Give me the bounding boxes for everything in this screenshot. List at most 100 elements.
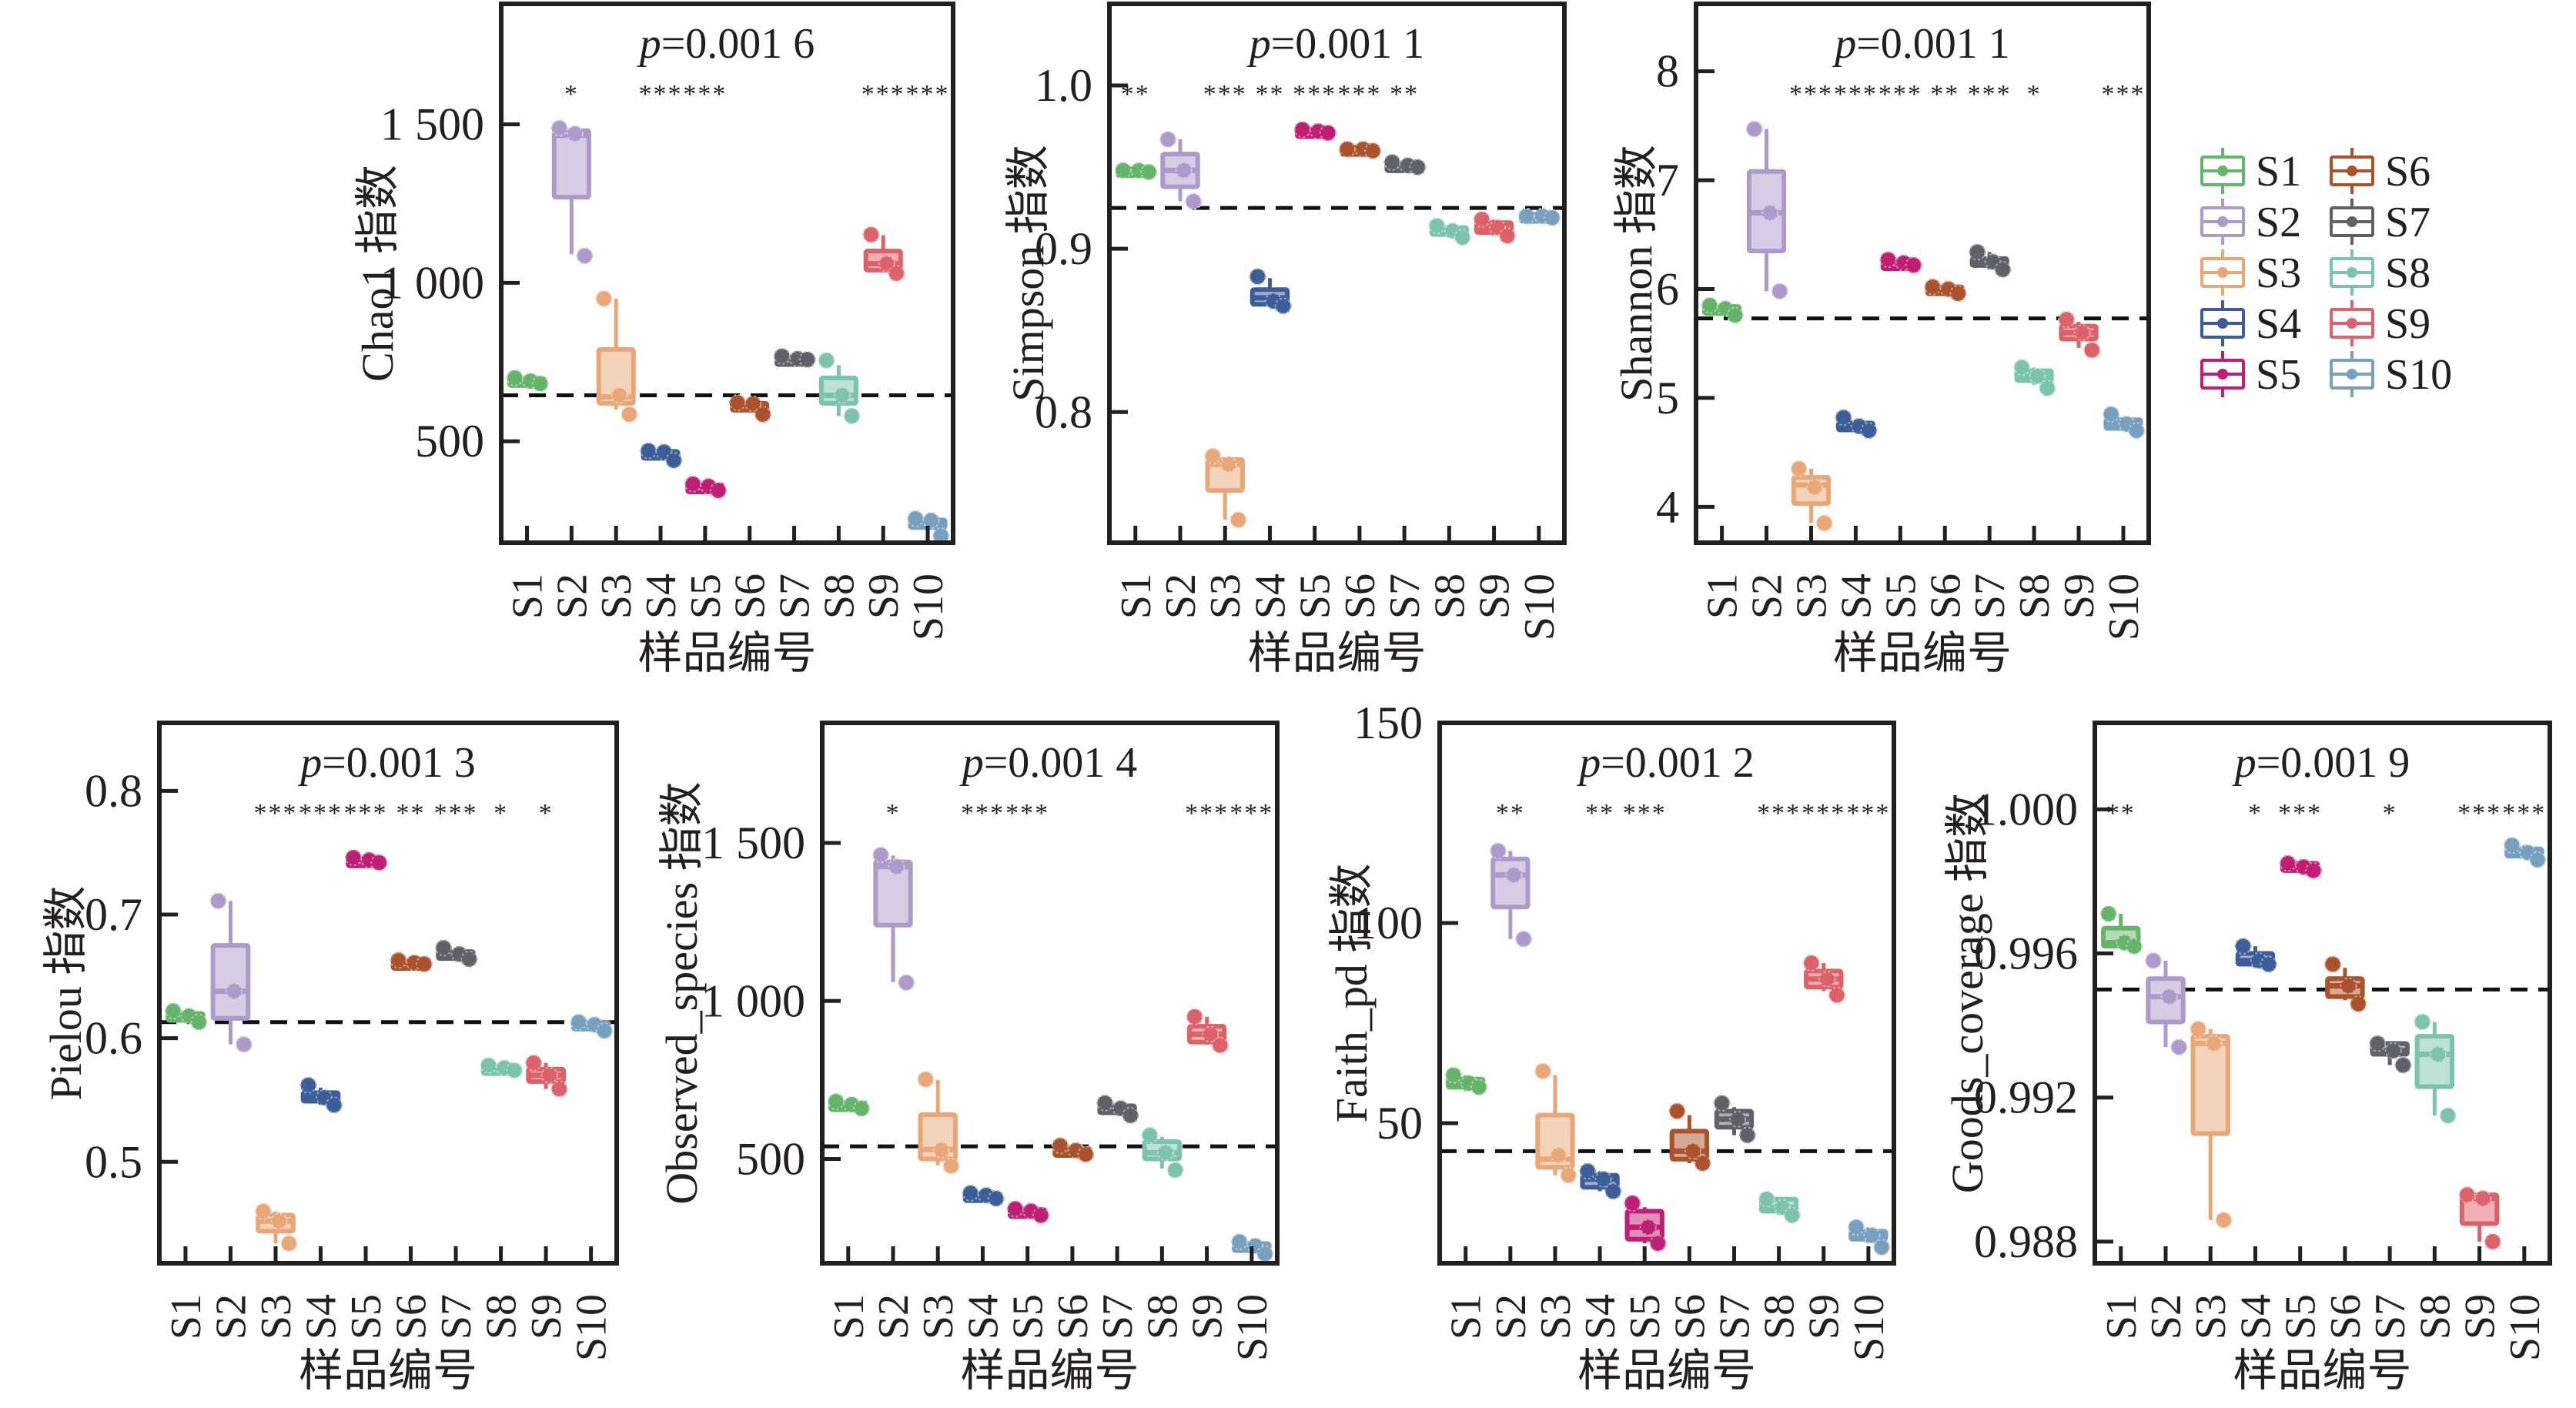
data-point: [1219, 456, 1237, 473]
significance-mark: *: [539, 799, 554, 828]
data-point: [164, 1002, 182, 1020]
box-S3: [2190, 1020, 2233, 1229]
box-S8: [1141, 1126, 1184, 1179]
p-value: =0.001 4: [984, 739, 1138, 787]
data-point: [1319, 124, 1337, 142]
data-point: [728, 394, 746, 411]
significance-mark: ***: [861, 80, 905, 109]
box-S9: [862, 226, 905, 282]
data-point: [922, 512, 940, 530]
data-point: [1141, 1126, 1159, 1144]
x-tick-label: S3: [1788, 574, 1835, 619]
box-S5: [2279, 854, 2322, 879]
x-tick-label: S10: [1516, 574, 1564, 640]
data-point: [2340, 977, 2357, 995]
data-point: [640, 442, 657, 460]
data-point: [1694, 1155, 1711, 1172]
box-iqr: [1490, 856, 1531, 910]
box-S6: [2324, 955, 2367, 1013]
significance-mark: ***: [1203, 80, 1247, 109]
significance-mark: ***: [906, 80, 950, 109]
data-point: [898, 974, 915, 992]
data-point: [255, 1202, 273, 1220]
significance-mark: ***: [1229, 799, 1273, 828]
box-S4: [640, 442, 683, 469]
data-point: [2384, 1042, 2402, 1059]
x-axis-title: 样品编号: [2233, 1346, 2411, 1396]
box-S2: [550, 119, 594, 265]
x-axis-title: 样品编号: [1247, 628, 1426, 678]
data-point: [621, 406, 638, 423]
data-point: [1815, 514, 1833, 532]
x-tick-label: S2: [1157, 574, 1205, 619]
legend-point-icon: [2217, 318, 2228, 329]
data-point: [2128, 422, 2146, 440]
x-tick-label: S2: [207, 1294, 255, 1339]
data-point: [2394, 1056, 2412, 1074]
p-symbol: p: [637, 20, 661, 68]
p-value: =0.001 9: [2257, 739, 2410, 787]
data-point: [744, 395, 762, 413]
data-point: [1713, 1095, 1731, 1112]
x-tick-label: S3: [253, 1294, 300, 1339]
significance-mark: **: [1496, 799, 1525, 828]
data-point: [595, 289, 613, 307]
significance-mark: **: [1121, 80, 1150, 109]
significance-mark: ***: [1623, 799, 1667, 828]
data-point: [1470, 1079, 1487, 1096]
x-tick-label: S3: [593, 574, 641, 619]
data-point: [1745, 120, 1763, 138]
data-point: [2260, 955, 2277, 973]
box-S3: [917, 1071, 960, 1175]
p-symbol: p: [2232, 739, 2257, 787]
box-S10: [2103, 406, 2146, 440]
data-point: [1517, 207, 1535, 225]
box-S5: [684, 475, 728, 500]
data-point: [1454, 229, 1471, 246]
x-tick-label: S5: [343, 1294, 390, 1339]
data-point: [611, 386, 628, 404]
x-axis-title: 样品编号: [1577, 1346, 1756, 1396]
box-S2: [2145, 951, 2188, 1056]
box-S5: [1624, 1195, 1667, 1252]
x-tick-label: S5: [2277, 1294, 2325, 1339]
data-point: [1249, 268, 1266, 286]
data-point: [1726, 306, 1744, 324]
x-tick-label: S5: [1621, 1294, 1669, 1339]
plot-frame: [1437, 721, 1896, 1266]
y-tick-label: 4: [1656, 481, 1679, 532]
data-point: [1175, 162, 1193, 179]
data-point: [2215, 1211, 2233, 1229]
y-tick-label: 500: [415, 416, 484, 467]
box-iqr: [210, 943, 251, 1021]
data-point: [917, 1071, 935, 1089]
p-value: =0.001 6: [661, 20, 815, 68]
significance-mark: **: [2106, 799, 2136, 828]
p-symbol: p: [1832, 20, 1856, 68]
data-point: [853, 1099, 871, 1117]
y-tick-label: 100: [1353, 898, 1423, 948]
data-point: [1771, 283, 1788, 300]
data-point: [1473, 211, 1490, 228]
y-axis-title: Goods_coverage 指数: [1942, 793, 1992, 1193]
box-S6: [1339, 140, 1382, 159]
data-point: [1560, 1166, 1577, 1184]
data-point: [1211, 1036, 1229, 1054]
data-point: [235, 1035, 253, 1053]
y-tick-label: 0.9: [1035, 223, 1092, 274]
p-value-label: p=0.001 3: [297, 739, 476, 787]
x-tick-label: S7: [2367, 1294, 2414, 1339]
data-point: [325, 1096, 343, 1114]
box-S4: [2234, 938, 2277, 973]
data-point: [1498, 227, 1516, 245]
plot-frame: [2093, 721, 2552, 1266]
box-S8: [1428, 217, 1471, 246]
data-point: [932, 527, 950, 544]
data-point: [2324, 955, 2342, 973]
x-tick-label: S10: [2501, 1294, 2549, 1361]
box-S7: [2369, 1035, 2412, 1074]
significance-mark: *: [2383, 799, 2397, 828]
significance-mark: ***: [1878, 80, 1922, 109]
box-S6: [1924, 278, 1967, 303]
